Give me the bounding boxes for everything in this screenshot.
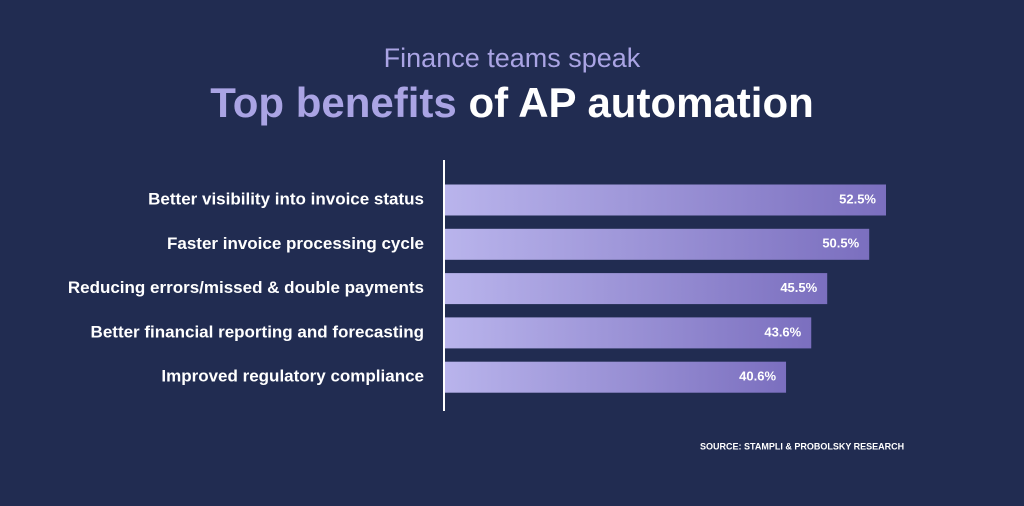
bar [445,361,787,393]
value-label: 43.6% [764,324,801,339]
bar [445,273,828,305]
value-label: 45.5% [780,280,817,295]
value-label: 52.5% [839,191,876,206]
value-label: 40.6% [739,369,776,384]
category-label: Better financial reporting and forecasti… [91,322,424,341]
chart-subtitle: Finance teams speak [384,43,641,73]
category-label: Better visibility into invoice status [148,189,424,208]
category-label: Improved regulatory compliance [161,367,424,386]
value-label: 50.5% [822,236,859,251]
chart-title: Top benefits of AP automation [210,79,814,126]
category-label: Reducing errors/missed & double payments [68,278,424,297]
category-label: Faster invoice processing cycle [167,234,424,253]
bar [445,317,812,349]
bar [445,184,886,216]
title-rest: of AP automation [468,79,813,126]
bar [445,228,870,260]
bars: Better visibility into invoice status 52.… [68,184,886,393]
title-highlight: Top benefits [210,79,457,126]
source-note: SOURCE: STAMPLI & PROBOLSKY RESEARCH [700,441,904,451]
